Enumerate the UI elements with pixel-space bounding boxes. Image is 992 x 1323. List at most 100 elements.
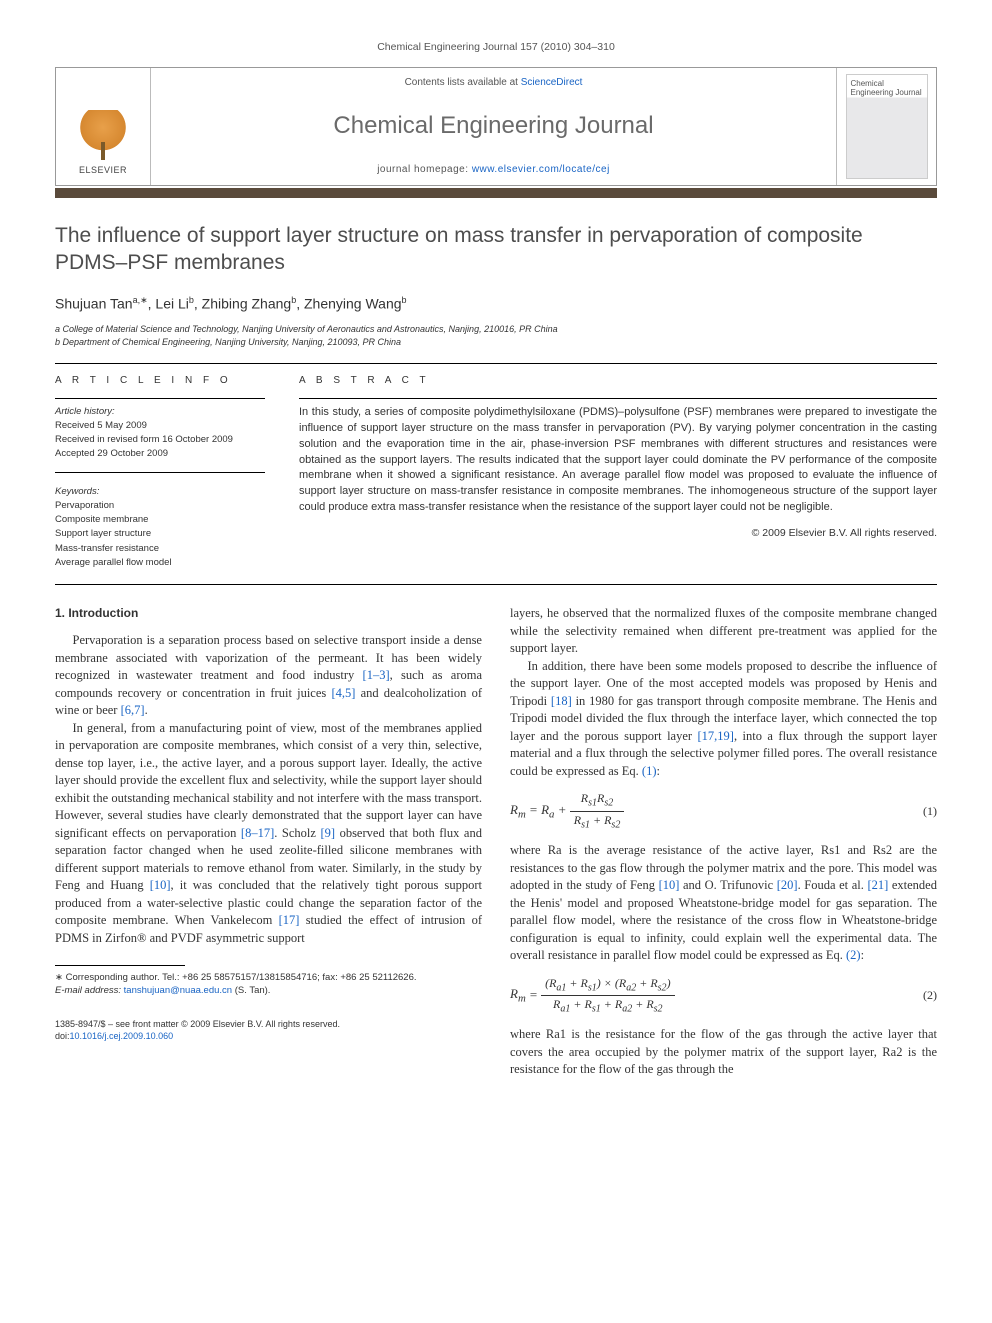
keyword: Average parallel flow model xyxy=(55,557,172,568)
divider xyxy=(299,398,937,399)
footnote-contact: ∗ Corresponding author. Tel.: +86 25 585… xyxy=(55,971,482,984)
email-link[interactable]: tanshujuan@nuaa.edu.cn xyxy=(124,985,232,996)
history-revised: Received in revised form 16 October 2009 xyxy=(55,434,233,445)
journal-name: Chemical Engineering Journal xyxy=(161,109,826,143)
keyword: Mass-transfer resistance xyxy=(55,543,159,554)
equation-body: Rm = Ra + Rs1Rs2 Rs1 + Rs2 xyxy=(510,790,905,832)
equation-ref-link[interactable]: (1) xyxy=(642,764,657,778)
front-matter-line: 1385-8947/$ – see front matter © 2009 El… xyxy=(55,1018,482,1031)
authors-line: Shujuan Tana,∗, Lei Lib, Zhibing Zhangb,… xyxy=(55,294,937,314)
keyword: Pervaporation xyxy=(55,500,114,511)
equation-number: (2) xyxy=(905,987,937,1004)
citation-link[interactable]: [9] xyxy=(320,826,335,840)
citation-link[interactable]: [17] xyxy=(279,913,300,927)
doi-label: doi: xyxy=(55,1031,70,1041)
abstract-col: A B S T R A C T In this study, a series … xyxy=(299,374,937,571)
section-heading: 1. Introduction xyxy=(55,605,482,622)
cover-cell: Chemical Engineering Journal xyxy=(836,68,936,185)
left-column: 1. Introduction Pervaporation is a separ… xyxy=(55,605,482,1079)
equation-ref-link[interactable]: (2) xyxy=(846,948,861,962)
body-columns: 1. Introduction Pervaporation is a separ… xyxy=(55,605,937,1079)
article-title: The influence of support layer structure… xyxy=(55,222,937,277)
homepage-link[interactable]: www.elsevier.com/locate/cej xyxy=(472,164,610,175)
equation-body: Rm = (Ra1 + Rs1) × (Ra2 + Rs2) Ra1 + Rs1… xyxy=(510,975,905,1017)
running-head: Chemical Engineering Journal 157 (2010) … xyxy=(55,40,937,55)
article-meta-row: A R T I C L E I N F O Article history: R… xyxy=(55,374,937,571)
keywords-label: Keywords: xyxy=(55,486,99,497)
keyword: Composite membrane xyxy=(55,514,148,525)
affiliation-a: a College of Material Science and Techno… xyxy=(55,323,937,336)
history-label: Article history: xyxy=(55,406,115,417)
citation-link[interactable]: [21] xyxy=(867,878,888,892)
fraction: (Ra1 + Rs1) × (Ra2 + Rs2) Ra1 + Rs1 + Ra… xyxy=(541,975,675,1017)
doi-link[interactable]: 10.1016/j.cej.2009.10.060 xyxy=(70,1031,174,1041)
fraction-numerator: Rs1Rs2 xyxy=(570,790,625,811)
text-run: . Fouda et al. xyxy=(798,878,868,892)
article-info-head: A R T I C L E I N F O xyxy=(55,374,265,388)
keyword: Support layer structure xyxy=(55,528,151,539)
keywords-block: Keywords: Pervaporation Composite membra… xyxy=(55,485,265,571)
fraction: Rs1Rs2 Rs1 + Rs2 xyxy=(570,790,625,832)
fraction-denominator: Rs1 + Rs2 xyxy=(570,812,625,832)
equation-2: Rm = (Ra1 + Rs1) × (Ra2 + Rs2) Ra1 + Rs1… xyxy=(510,975,937,1017)
journal-cover-thumb: Chemical Engineering Journal xyxy=(846,74,928,179)
contents-prefix: Contents lists available at xyxy=(405,77,521,88)
elsevier-tree-icon xyxy=(78,110,128,160)
text-run: : xyxy=(656,764,659,778)
footnote-divider xyxy=(55,965,185,966)
corresponding-author-footnote: ∗ Corresponding author. Tel.: +86 25 585… xyxy=(55,971,482,998)
footnote-email-line: E-mail address: tanshujuan@nuaa.edu.cn (… xyxy=(55,984,482,997)
text-run: . Scholz xyxy=(274,826,320,840)
article-info-col: A R T I C L E I N F O Article history: R… xyxy=(55,374,265,571)
fraction-denominator: Ra1 + Rs1 + Ra2 + Rs2 xyxy=(541,996,675,1016)
equation-number: (1) xyxy=(905,803,937,820)
abstract-text: In this study, a series of composite pol… xyxy=(299,405,937,517)
publisher-name: ELSEVIER xyxy=(79,164,127,177)
homepage-line: journal homepage: www.elsevier.com/locat… xyxy=(161,163,826,177)
paragraph: where Ra1 is the resistance for the flow… xyxy=(510,1026,937,1079)
citation-link[interactable]: [20] xyxy=(777,878,798,892)
accent-bar xyxy=(55,188,937,198)
right-column: layers, he observed that the normalized … xyxy=(510,605,937,1079)
equation-1: Rm = Ra + Rs1Rs2 Rs1 + Rs2 (1) xyxy=(510,790,937,832)
paragraph: In general, from a manufacturing point o… xyxy=(55,720,482,948)
citation-link[interactable]: [8–17] xyxy=(241,826,274,840)
copyright-line: © 2009 Elsevier B.V. All rights reserved… xyxy=(299,526,937,541)
article-history: Article history: Received 5 May 2009 Rec… xyxy=(55,405,265,462)
citation-link[interactable]: [18] xyxy=(551,694,572,708)
citation-link[interactable]: [4,5] xyxy=(331,686,355,700)
text-run: and O. Trifunovic xyxy=(679,878,776,892)
citation-link[interactable]: [10] xyxy=(150,878,171,892)
email-suffix: (S. Tan). xyxy=(232,985,270,996)
divider xyxy=(55,398,265,399)
doi-line: doi:10.1016/j.cej.2009.10.060 xyxy=(55,1030,482,1043)
citation-link[interactable]: [17,19] xyxy=(698,729,734,743)
abstract-head: A B S T R A C T xyxy=(299,374,937,388)
paragraph: Pervaporation is a separation process ba… xyxy=(55,632,482,720)
paragraph: In addition, there have been some models… xyxy=(510,658,937,781)
contents-available-line: Contents lists available at ScienceDirec… xyxy=(161,76,826,90)
sciencedirect-link[interactable]: ScienceDirect xyxy=(521,77,583,88)
paragraph: where Ra is the average resistance of th… xyxy=(510,842,937,965)
text-run: : xyxy=(861,948,864,962)
paragraph: layers, he observed that the normalized … xyxy=(510,605,937,658)
email-label: E-mail address: xyxy=(55,985,124,996)
affiliations: a College of Material Science and Techno… xyxy=(55,323,937,349)
publisher-logo-cell: ELSEVIER xyxy=(56,68,151,185)
divider xyxy=(55,472,265,473)
divider xyxy=(55,363,937,364)
text-run: In general, from a manufacturing point o… xyxy=(55,721,482,840)
journal-header: ELSEVIER Contents lists available at Sci… xyxy=(55,67,937,186)
citation-link[interactable]: [10] xyxy=(659,878,680,892)
citation-link[interactable]: [6,7] xyxy=(121,703,145,717)
header-center: Contents lists available at ScienceDirec… xyxy=(151,68,836,185)
divider xyxy=(55,584,937,585)
affiliation-b: b Department of Chemical Engineering, Na… xyxy=(55,336,937,349)
citation-link[interactable]: [1–3] xyxy=(363,668,390,682)
homepage-prefix: journal homepage: xyxy=(377,164,472,175)
history-received: Received 5 May 2009 xyxy=(55,420,147,431)
text-run: . xyxy=(145,703,148,717)
history-accepted: Accepted 29 October 2009 xyxy=(55,448,168,459)
fraction-numerator: (Ra1 + Rs1) × (Ra2 + Rs2) xyxy=(541,975,675,996)
page-footer: 1385-8947/$ – see front matter © 2009 El… xyxy=(55,1018,482,1043)
